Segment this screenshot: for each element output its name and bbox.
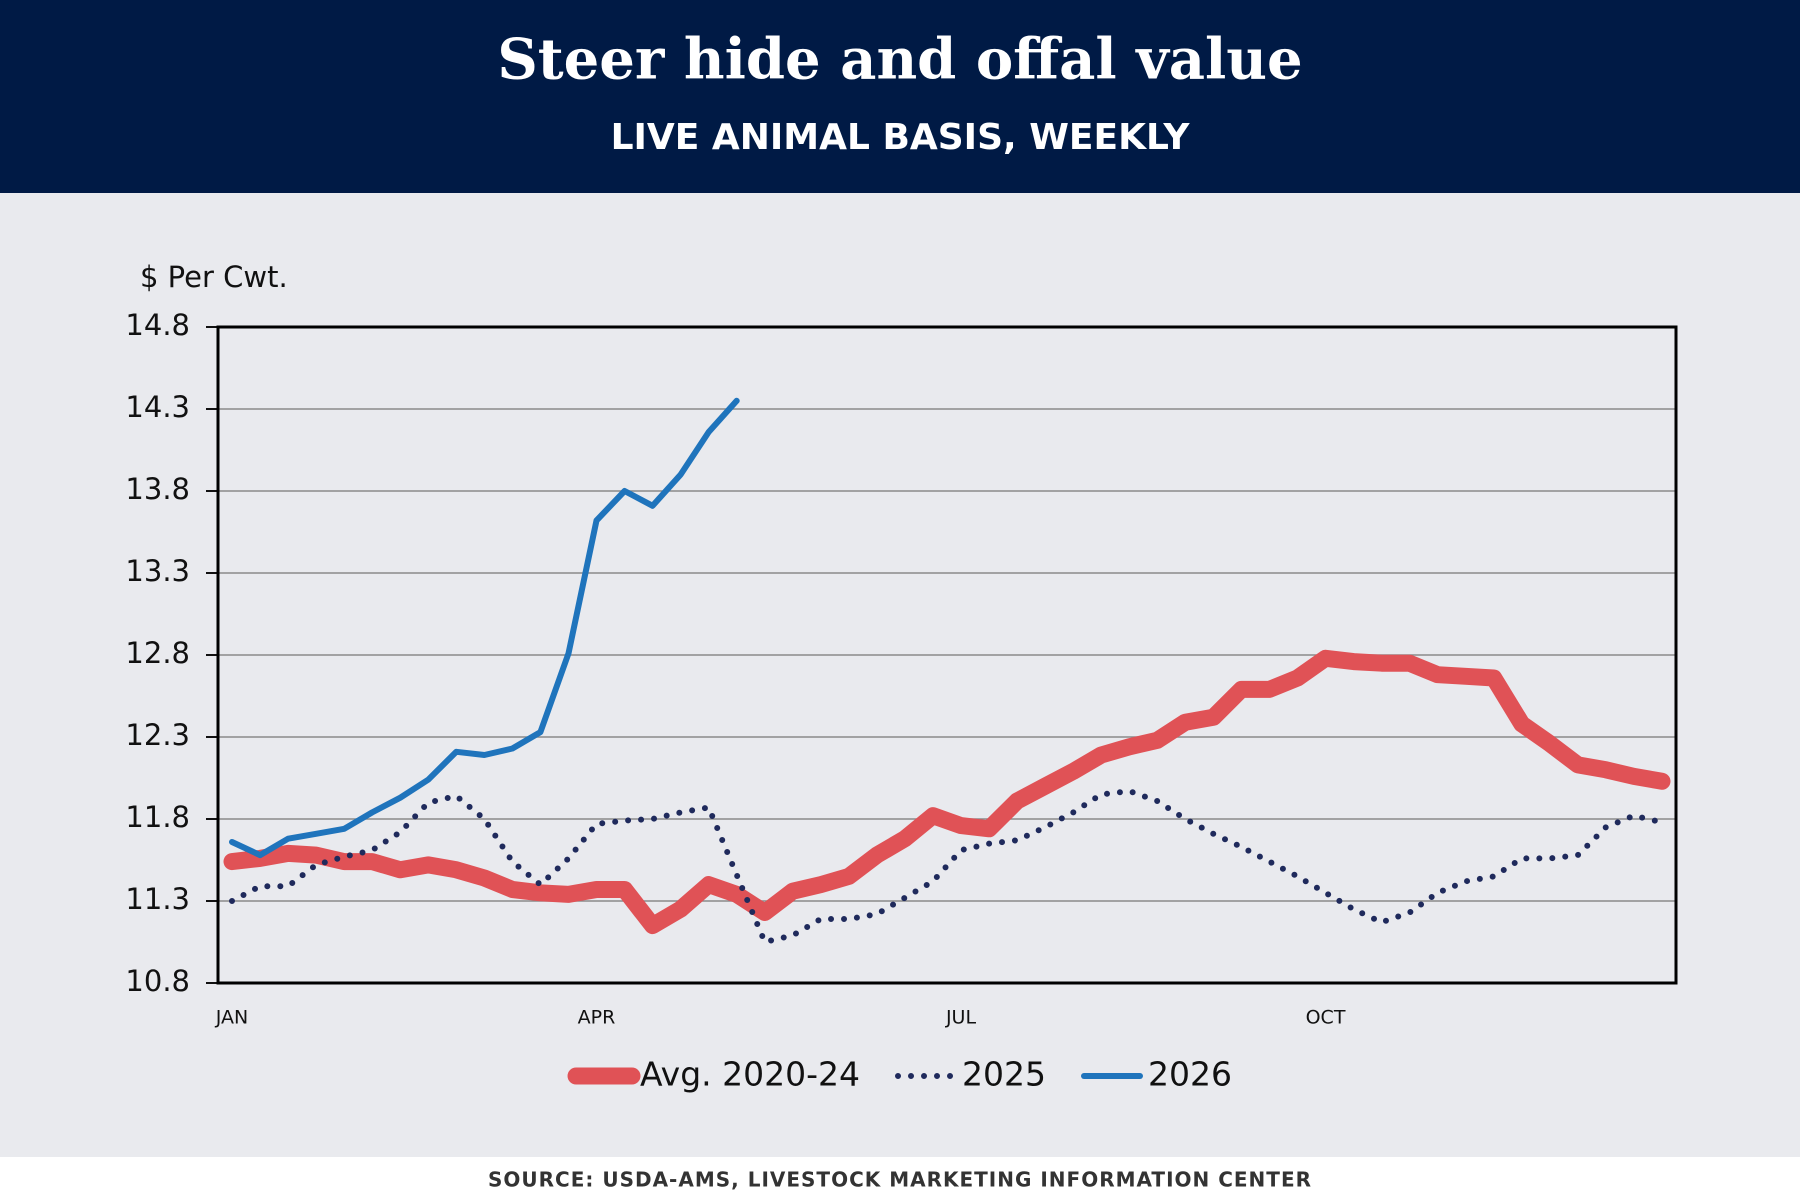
plot-frame — [216, 325, 1678, 985]
chart-subtitle: LIVE ANIMAL BASIS, WEEKLY — [611, 117, 1191, 158]
y-tick-label: 14.3 — [125, 390, 190, 424]
series-line — [229, 788, 1665, 946]
y-tick-label: 12.3 — [125, 718, 190, 752]
x-tick-label: JUL — [945, 1007, 977, 1029]
legend-label: 2026 — [1148, 1055, 1232, 1094]
legend: Avg. 2020-24 2025 2026 — [567, 1055, 1232, 1094]
y-tick-label: 11.8 — [125, 800, 190, 834]
series-line — [229, 397, 740, 859]
y-tick-label: 13.3 — [125, 554, 190, 588]
y-axis-label: $ Per Cwt. — [140, 260, 288, 294]
source-note: SOURCE: USDA-AMS, LIVESTOCK MARKETING IN… — [488, 1168, 1312, 1192]
y-tick-label: 14.8 — [125, 308, 190, 342]
chart-title: Steer hide and offal value — [497, 27, 1302, 93]
legend-label: Avg. 2020-24 — [640, 1055, 860, 1094]
legend-label: 2025 — [962, 1055, 1046, 1094]
series-line — [223, 649, 1671, 935]
header-band — [0, 0, 1800, 193]
y-tick-label: 10.8 — [125, 964, 190, 998]
x-tick-label: OCT — [1306, 1007, 1346, 1029]
y-tick-label: 13.8 — [125, 472, 190, 506]
x-tick-label: JAN — [215, 1007, 248, 1029]
y-tick-label: 11.3 — [125, 882, 190, 916]
y-tick-label: 12.8 — [125, 636, 190, 670]
x-tick-label: APR — [578, 1007, 616, 1029]
